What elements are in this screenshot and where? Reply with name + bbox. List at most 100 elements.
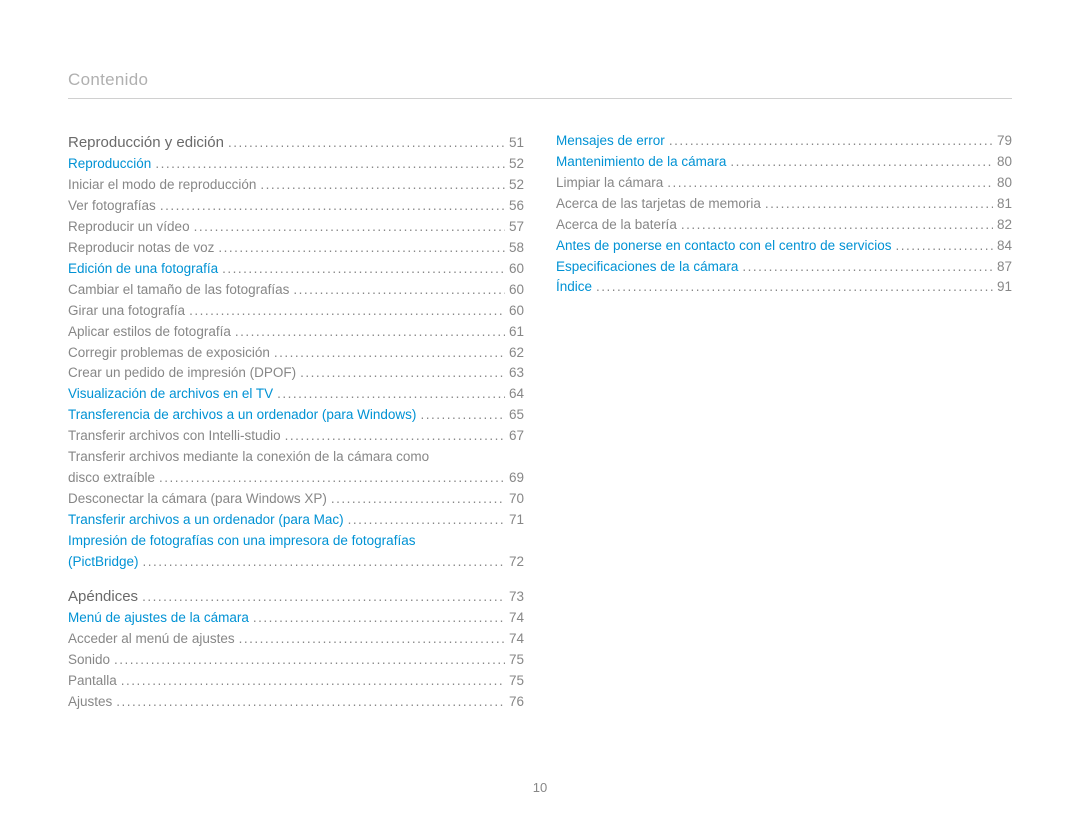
toc-page-number: 70 xyxy=(509,489,524,510)
toc-entry[interactable]: Mantenimiento de la cámara 80 xyxy=(556,152,1012,173)
toc-link-text: Antes de ponerse en contacto con el cent… xyxy=(556,236,891,257)
toc-link-text: (PictBridge) xyxy=(68,552,139,573)
toc-entry[interactable]: Mensajes de error79 xyxy=(556,131,1012,152)
toc-link-text: Reproducción xyxy=(68,154,151,175)
toc-leader-dots xyxy=(681,215,993,236)
toc-leader-dots xyxy=(669,131,993,152)
toc-page-number: 82 xyxy=(997,215,1012,236)
toc-page-number: 60 xyxy=(509,280,524,301)
toc-link-text: Impresión de fotografías con una impreso… xyxy=(68,531,415,552)
toc-text: Transferir archivos con Intelli-studio xyxy=(68,426,281,447)
toc-leader-dots xyxy=(293,280,505,301)
toc-entry: Crear un pedido de impresión (DPOF) 63 xyxy=(68,363,524,384)
toc-leader-dots xyxy=(159,468,505,489)
toc-page-number: 73 xyxy=(509,587,524,608)
toc-link-text: Mantenimiento de la cámara xyxy=(556,152,726,173)
toc-gap xyxy=(68,573,524,585)
toc-entry: Corregir problemas de exposición62 xyxy=(68,343,524,364)
toc-entry[interactable]: Visualización de archivos en el TV64 xyxy=(68,384,524,405)
toc-page-number: 75 xyxy=(509,671,524,692)
toc-link-text: Menú de ajustes de la cámara xyxy=(68,608,249,629)
toc-page-number: 58 xyxy=(509,238,524,259)
toc-entry[interactable]: Transferir archivos a un ordenador (para… xyxy=(68,510,524,531)
toc-entry: Aplicar estilos de fotografía 61 xyxy=(68,322,524,343)
toc-leader-dots xyxy=(596,277,993,298)
toc-leader-dots xyxy=(121,671,505,692)
toc-leader-dots xyxy=(260,175,505,196)
toc-page-number: 57 xyxy=(509,217,524,238)
toc-page-number: 52 xyxy=(509,175,524,196)
toc-page-number: 61 xyxy=(509,322,524,343)
toc-entry[interactable]: Apéndices 73 xyxy=(68,585,524,608)
toc-text: Ajustes xyxy=(68,692,112,713)
toc-text: Crear un pedido de impresión (DPOF) xyxy=(68,363,296,384)
toc-entry[interactable]: Antes de ponerse en contacto con el cent… xyxy=(556,236,1012,257)
toc-entry: Desconectar la cámara (para Windows XP) 7… xyxy=(68,489,524,510)
toc-text: Pantalla xyxy=(68,671,117,692)
toc-text: Sonido xyxy=(68,650,110,671)
toc-leader-dots xyxy=(420,405,505,426)
toc-text: Reproducir un vídeo xyxy=(68,217,190,238)
toc-entry: Iniciar el modo de reproducción52 xyxy=(68,175,524,196)
toc-entry[interactable]: Transferencia de archivos a un ordenador… xyxy=(68,405,524,426)
toc-page-number: 80 xyxy=(997,173,1012,194)
toc-link-text: Especificaciones de la cámara xyxy=(556,257,738,278)
toc-column-right: Mensajes de error79Mantenimiento de la c… xyxy=(556,131,1012,713)
toc-link-text: Transferencia de archivos a un ordenador… xyxy=(68,405,416,426)
toc-entry: Acerca de las tarjetas de memoria81 xyxy=(556,194,1012,215)
toc-entry[interactable]: Edición de una fotografía60 xyxy=(68,259,524,280)
toc-entry[interactable]: Especificaciones de la cámara 87 xyxy=(556,257,1012,278)
toc-leader-dots xyxy=(239,629,505,650)
toc-page-number: 76 xyxy=(509,692,524,713)
toc-page-number: 91 xyxy=(997,277,1012,298)
toc-entry[interactable]: Impresión de fotografías con una impreso… xyxy=(68,531,524,552)
toc-link-text: Índice xyxy=(556,277,592,298)
toc-entry[interactable]: Reproducción52 xyxy=(68,154,524,175)
toc-page-number: 67 xyxy=(509,426,524,447)
toc-link-text: Transferir archivos a un ordenador (para… xyxy=(68,510,344,531)
toc-link-text: Edición de una fotografía xyxy=(68,259,218,280)
toc-leader-dots xyxy=(895,236,993,257)
toc-leader-dots xyxy=(142,587,505,608)
toc-leader-dots xyxy=(160,196,505,217)
toc-leader-dots xyxy=(116,692,505,713)
toc-section-title: Reproducción y edición xyxy=(68,131,224,154)
toc-text: Transferir archivos mediante la conexión… xyxy=(68,447,429,468)
toc-page-number: 56 xyxy=(509,196,524,217)
toc-entry: Transferir archivos mediante la conexión… xyxy=(68,447,524,468)
toc-columns: Reproducción y edición51Reproducción52In… xyxy=(68,131,1012,713)
toc-page-number: 72 xyxy=(509,552,524,573)
toc-page-number: 63 xyxy=(509,363,524,384)
toc-page-number: 51 xyxy=(509,133,524,154)
toc-leader-dots xyxy=(331,489,505,510)
toc-page-number: 75 xyxy=(509,650,524,671)
toc-section-title: Apéndices xyxy=(68,585,138,608)
header-divider xyxy=(68,98,1012,99)
toc-text: Reproducir notas de voz xyxy=(68,238,214,259)
toc-leader-dots xyxy=(274,343,505,364)
toc-page-number: 84 xyxy=(997,236,1012,257)
toc-entry[interactable]: Índice 91 xyxy=(556,277,1012,298)
toc-leader-dots xyxy=(285,426,505,447)
toc-text: Corregir problemas de exposición xyxy=(68,343,270,364)
toc-entry[interactable]: Reproducción y edición 51 xyxy=(68,131,524,154)
toc-leader-dots xyxy=(300,363,505,384)
toc-entry: Transferir archivos con Intelli-studio 67 xyxy=(68,426,524,447)
toc-page-number: 80 xyxy=(997,152,1012,173)
toc-page-number: 64 xyxy=(509,384,524,405)
toc-leader-dots xyxy=(189,301,505,322)
toc-page-number: 65 xyxy=(509,405,524,426)
toc-text: Acerca de la batería xyxy=(556,215,677,236)
toc-text: Cambiar el tamaño de las fotografías xyxy=(68,280,289,301)
toc-text: Desconectar la cámara (para Windows XP) xyxy=(68,489,327,510)
toc-text: Aplicar estilos de fotografía xyxy=(68,322,231,343)
toc-page-number: 81 xyxy=(997,194,1012,215)
toc-entry[interactable]: Menú de ajustes de la cámara74 xyxy=(68,608,524,629)
toc-leader-dots xyxy=(348,510,505,531)
toc-leader-dots xyxy=(277,384,505,405)
toc-page-number: 87 xyxy=(997,257,1012,278)
toc-page-number: 79 xyxy=(997,131,1012,152)
toc-entry[interactable]: (PictBridge) 72 xyxy=(68,552,524,573)
toc-entry: Acerca de la batería 82 xyxy=(556,215,1012,236)
toc-page-number: 60 xyxy=(509,301,524,322)
